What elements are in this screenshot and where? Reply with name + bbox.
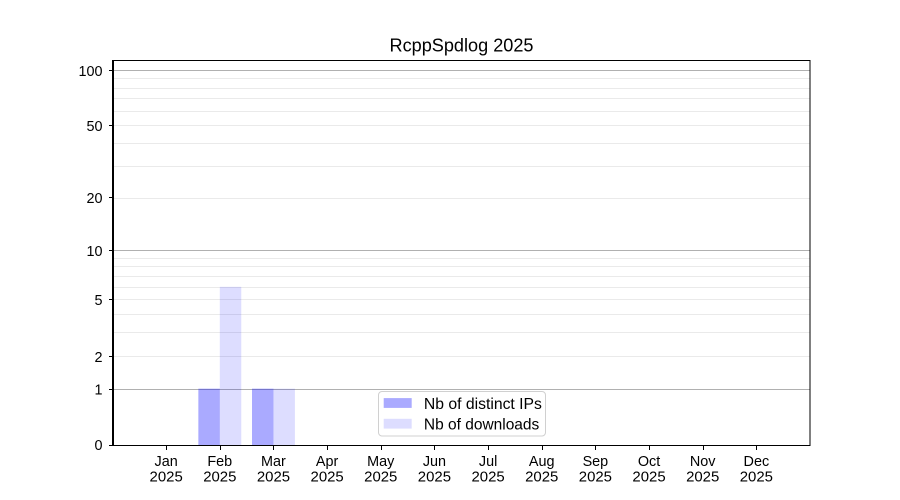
svg-text:Jan: Jan	[155, 454, 178, 470]
svg-text:May: May	[367, 454, 395, 470]
svg-text:2025: 2025	[364, 470, 397, 486]
svg-text:1: 1	[94, 383, 102, 399]
svg-text:Apr: Apr	[316, 454, 339, 470]
svg-text:Sep: Sep	[583, 454, 609, 470]
svg-text:2025: 2025	[471, 470, 504, 486]
svg-text:2025: 2025	[150, 470, 183, 486]
svg-text:2025: 2025	[525, 470, 558, 486]
svg-text:2025: 2025	[686, 470, 719, 486]
svg-text:2025: 2025	[418, 470, 451, 486]
svg-text:2025: 2025	[257, 470, 290, 486]
svg-text:50: 50	[86, 119, 102, 135]
svg-text:Nov: Nov	[690, 454, 716, 470]
svg-text:5: 5	[94, 293, 102, 309]
svg-text:2025: 2025	[311, 470, 344, 486]
svg-text:Nb of downloads: Nb of downloads	[424, 417, 540, 434]
svg-text:100: 100	[78, 64, 102, 80]
svg-text:2025: 2025	[579, 470, 612, 486]
svg-text:2025: 2025	[632, 470, 665, 486]
svg-text:2025: 2025	[740, 470, 773, 486]
svg-text:20: 20	[86, 191, 102, 207]
svg-text:2: 2	[94, 350, 102, 366]
svg-text:10: 10	[86, 244, 102, 260]
svg-text:Mar: Mar	[261, 454, 286, 470]
svg-text:Aug: Aug	[529, 454, 555, 470]
svg-text:Dec: Dec	[744, 454, 770, 470]
svg-text:Oct: Oct	[638, 454, 660, 470]
svg-text:2025: 2025	[203, 470, 236, 486]
svg-text:RcppSpdlog 2025: RcppSpdlog 2025	[390, 35, 534, 56]
svg-text:Jul: Jul	[479, 454, 497, 470]
svg-text:Jun: Jun	[423, 454, 446, 470]
svg-text:0: 0	[94, 438, 102, 454]
svg-text:Feb: Feb	[207, 454, 232, 470]
svg-text:Nb of distinct IPs: Nb of distinct IPs	[424, 396, 542, 413]
